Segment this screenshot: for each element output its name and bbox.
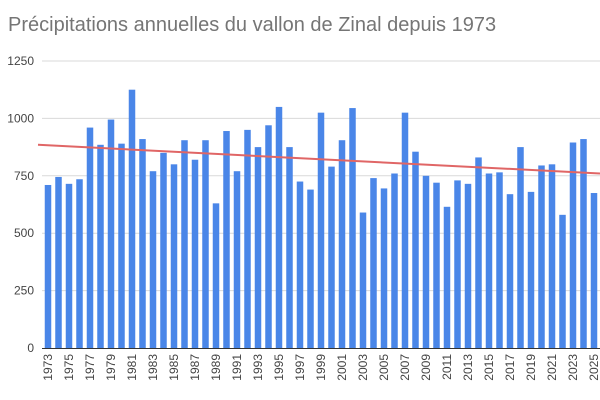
x-tick-label: 1975 <box>62 354 76 381</box>
bar-1993 <box>254 147 262 348</box>
x-tick-label: 1979 <box>104 354 118 381</box>
bar-2025 <box>590 193 598 348</box>
bar-2006 <box>391 173 398 348</box>
chart-title: Précipitations annuelles du vallon de Zi… <box>8 14 497 36</box>
x-tick-label: 2015 <box>482 354 496 381</box>
bar-2009 <box>422 175 430 348</box>
bar-1982 <box>139 139 146 348</box>
bar-1983 <box>149 171 157 348</box>
bars <box>44 89 598 349</box>
bar-2023 <box>569 142 577 348</box>
x-tick-label: 1989 <box>209 354 223 381</box>
y-tick-label: 750 <box>14 169 34 183</box>
bar-1985 <box>170 164 178 348</box>
y-axis-ticks: 0 250 500 750 1000 1250 <box>7 54 34 355</box>
bar-2018 <box>517 147 524 348</box>
y-tick-label: 250 <box>14 284 34 298</box>
bar-2024 <box>580 139 587 348</box>
x-tick-label: 2001 <box>335 354 349 381</box>
bar-2007 <box>401 112 409 348</box>
x-tick-label: 1985 <box>167 354 181 381</box>
bar-2022 <box>559 214 566 348</box>
bar-2019 <box>527 191 535 348</box>
x-tick-label: 1999 <box>314 354 328 381</box>
bar-2010 <box>433 182 440 348</box>
x-tick-label: 1987 <box>188 354 202 381</box>
y-tick-label: 1000 <box>7 111 34 125</box>
x-tick-label: 2009 <box>419 354 433 381</box>
bar-2004 <box>370 178 377 348</box>
x-tick-label: 1995 <box>272 354 286 381</box>
x-tick-label: 1973 <box>41 354 55 381</box>
x-tick-label: 1981 <box>125 354 139 381</box>
x-tick-label: 1983 <box>146 354 160 381</box>
x-tick-label: 2003 <box>356 354 370 381</box>
bar-1979 <box>107 119 115 348</box>
bar-2016 <box>496 172 503 348</box>
x-tick-label: 2019 <box>524 354 538 381</box>
bar-2001 <box>338 140 346 348</box>
x-tick-label: 1993 <box>251 354 265 381</box>
bar-2011 <box>443 206 451 348</box>
x-tick-label: 1991 <box>230 354 244 381</box>
bar-2012 <box>454 180 461 348</box>
bar-1994 <box>265 125 272 349</box>
bar-2021 <box>548 164 556 348</box>
bar-2017 <box>506 194 514 348</box>
bar-1992 <box>244 129 251 348</box>
x-tick-label: 2023 <box>566 354 580 381</box>
bar-2003 <box>359 212 367 348</box>
x-tick-label: 1997 <box>293 354 307 381</box>
x-tick-label: 2011 <box>440 354 454 380</box>
x-tick-label: 2025 <box>587 354 600 381</box>
bar-1989 <box>212 203 220 348</box>
bar-1996 <box>286 147 293 348</box>
bar-1988 <box>202 140 209 348</box>
bar-1984 <box>160 152 167 348</box>
bar-1998 <box>307 189 314 348</box>
bar-2013 <box>464 183 472 348</box>
bar-1995 <box>275 106 283 348</box>
trendline-layer <box>37 143 600 175</box>
bar-2015 <box>485 173 493 348</box>
bar-2008 <box>412 151 419 348</box>
bar-1981 <box>128 89 136 348</box>
bar-2020 <box>538 165 545 348</box>
bar-2000 <box>328 166 335 348</box>
y-tick-label: 1250 <box>7 54 34 68</box>
x-tick-label: 2007 <box>398 354 412 381</box>
bar-1986 <box>181 140 188 348</box>
bar-1977 <box>86 127 94 348</box>
y-tick-label: 0 <box>27 341 34 355</box>
x-tick-label: 2013 <box>461 354 475 381</box>
bar-1980 <box>118 143 125 348</box>
bar-1973 <box>44 184 52 348</box>
bar-1990 <box>223 131 230 348</box>
bar-1974 <box>55 176 62 348</box>
bar-1975 <box>65 183 73 348</box>
x-tick-label: 2017 <box>503 354 517 381</box>
bar-1987 <box>191 159 199 348</box>
bar-1999 <box>317 112 325 348</box>
x-axis-ticks: 1973 1975 1977 1979 1981 1983 1985 1987 1989 1991… <box>41 354 600 381</box>
bar-2014 <box>475 157 482 348</box>
bar-2002 <box>349 108 356 349</box>
bar-1978 <box>97 144 104 348</box>
bar-1997 <box>296 181 304 348</box>
bar-1976 <box>76 179 83 348</box>
x-tick-label: 2005 <box>377 354 391 381</box>
bar-2005 <box>380 188 388 348</box>
bar-1991 <box>233 171 241 348</box>
y-tick-label: 500 <box>14 226 34 240</box>
x-tick-label: 1977 <box>83 354 97 381</box>
trendline <box>37 143 600 175</box>
x-tick-label: 2021 <box>545 354 559 381</box>
